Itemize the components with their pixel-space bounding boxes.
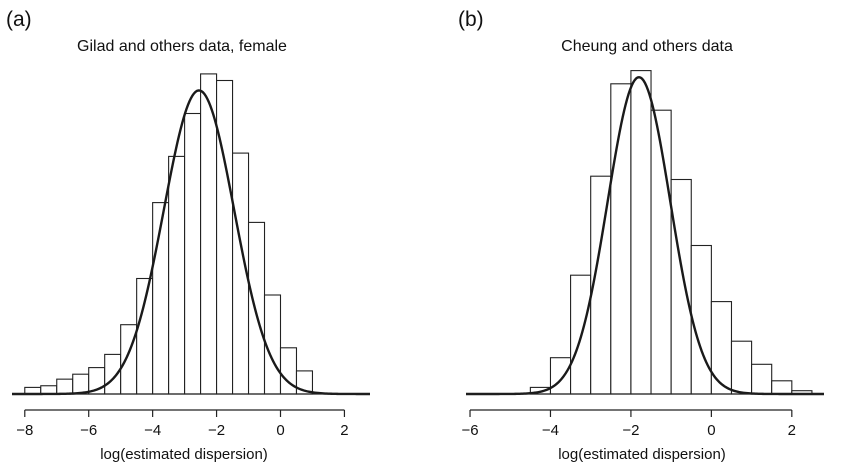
panel-b-bar: [771, 380, 793, 395]
panel-a-bar: [216, 79, 234, 395]
panel-b-tick-label: 2: [788, 422, 796, 439]
panel-b-bar: [690, 244, 712, 395]
panel-b-bar: [751, 363, 773, 395]
panel-b-bar: [630, 70, 652, 395]
panel-b-letter: (b): [458, 8, 484, 31]
panel-b-tick-label: −6: [461, 422, 478, 439]
panel-b-x-axis: −6 −4 −2 0 2: [461, 409, 796, 439]
panel-a-tick-label: −6: [80, 422, 97, 439]
panel-b-bar: [549, 357, 572, 395]
panel-a-tick-label: −8: [16, 422, 33, 439]
panel-a-tick-label: −2: [208, 422, 225, 439]
panel-a-bar: [247, 221, 266, 395]
panel-a: (a) Gilad and others data, female −8 −6 −4…: [6, 8, 370, 463]
panel-b-tick-label: −2: [622, 422, 639, 439]
panel-a-bars: [24, 73, 314, 395]
panel-b-bars: [529, 70, 813, 395]
panel-b: (b) Cheung and others data −6 −4 −2 0 2 log(…: [458, 8, 824, 463]
panel-b-bar: [730, 340, 753, 395]
panel-b-bar: [670, 178, 692, 395]
panel-b-tick-label: −4: [542, 422, 559, 439]
panel-b-bar: [710, 301, 733, 395]
panel-b-x-axis-label: log(estimated dispersion): [558, 446, 726, 463]
panel-a-bar: [136, 277, 154, 395]
panel-a-bar: [200, 73, 218, 395]
panel-a-tick-label: −4: [144, 422, 161, 439]
panel-a-tick-label: 0: [276, 422, 284, 439]
panel-b-title: Cheung and others data: [561, 38, 733, 55]
panel-a-letter: (a): [6, 8, 32, 31]
panel-a-x-axis-label: log(estimated dispersion): [100, 446, 268, 463]
panel-a-title: Gilad and others data, female: [77, 38, 287, 55]
panel-b-tick-label: 0: [707, 422, 715, 439]
panel-a-bar: [168, 155, 186, 395]
panel-a-bar: [184, 112, 202, 395]
panel-a-x-axis: −8 −6 −4 −2 0 2: [16, 409, 349, 439]
panel-a-bar: [56, 378, 74, 395]
panel-a-tick-label: 2: [340, 422, 348, 439]
